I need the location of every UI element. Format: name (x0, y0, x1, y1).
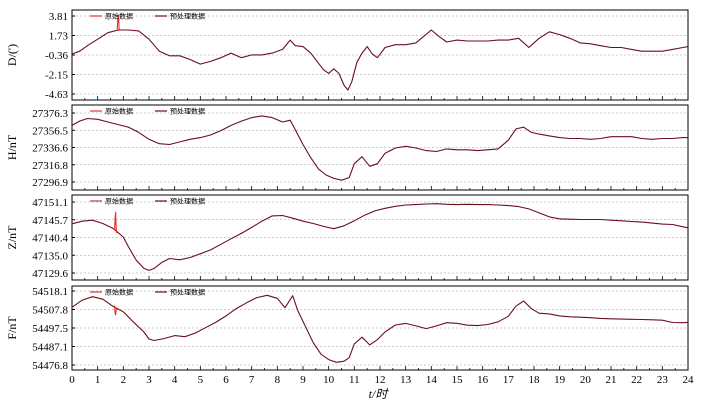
series-line (114, 305, 118, 316)
y-tick-label: 54507.8 (32, 305, 68, 317)
legend-label: 预处理数据 (170, 12, 205, 21)
y-tick-label: 27296.9 (32, 177, 68, 189)
x-tick-label: 16 (477, 374, 489, 386)
x-tick-label: 0 (69, 374, 75, 386)
x-tick-label: 22 (631, 374, 642, 386)
y-tick-label: 27316.8 (32, 160, 68, 172)
y-tick-label: -4.63 (45, 89, 68, 101)
x-tick-label: 9 (300, 374, 306, 386)
x-tick-label: 21 (606, 374, 617, 386)
series-line (116, 14, 120, 31)
y-tick-label: 54487.1 (32, 342, 68, 354)
y-tick-label: 27356.5 (32, 125, 68, 137)
x-tick-label: 11 (349, 374, 360, 386)
x-tick-label: 4 (172, 374, 178, 386)
y-tick-label: 54476.8 (32, 360, 68, 372)
y-axis-label: D/(') (5, 44, 19, 66)
x-axis-label: t/时 (369, 387, 390, 401)
x-tick-label: 2 (121, 374, 127, 386)
y-axis-label: F/nT (5, 316, 19, 340)
y-tick-label: 47135.0 (32, 250, 68, 262)
y-tick-label: 47140.4 (32, 233, 68, 245)
y-tick-label: 47151.1 (32, 197, 68, 209)
y-tick-label: -2.15 (45, 70, 68, 82)
series-line (71, 294, 689, 363)
y-tick-label: 3.81 (49, 11, 68, 23)
panel-4: 54518.1 54507.8 54497.5 54487.1 54476.8 F/nT 原… (5, 285, 695, 386)
legend-label: 原始数据 (105, 197, 133, 206)
x-tick-label: 3 (146, 374, 152, 386)
x-tick-label: 6 (223, 374, 229, 386)
x-tick-label: 8 (275, 374, 281, 386)
y-axis-label: H/nT (5, 134, 19, 160)
y-tick-label: 27376.3 (32, 108, 68, 120)
panel-3: 47151.1 47145.7 47140.4 47135.0 47129.6 Z/nT 原… (5, 194, 689, 281)
y-tick-label: 54497.5 (32, 323, 68, 335)
y-tick-label: 54518.1 (32, 286, 68, 298)
x-tick-label: 13 (400, 374, 412, 386)
series-line (114, 211, 118, 234)
series-line (71, 203, 689, 271)
legend-label: 预处理数据 (170, 107, 205, 116)
x-tick-label: 1 (95, 374, 101, 386)
y-tick-label: 27336.6 (32, 143, 68, 155)
x-tick-label: 18 (529, 374, 541, 386)
x-tick-label: 19 (554, 374, 566, 386)
x-tick-label: 10 (323, 374, 335, 386)
x-tick-label: 14 (426, 374, 438, 386)
panel-1: 3.81 1.73 -0.36 -2.15 -4.63 D/(') 原始数据 预处理数据 (5, 9, 689, 101)
legend-label: 原始数据 (105, 107, 133, 116)
x-tick-label: 24 (683, 374, 695, 386)
y-tick-label: 47129.6 (32, 268, 68, 280)
legend-label: 原始数据 (105, 12, 133, 21)
x-tick-label: 20 (580, 374, 592, 386)
x-tick-label: 5 (198, 374, 204, 386)
x-tick-label: 12 (375, 374, 386, 386)
x-tick-label: 23 (657, 374, 669, 386)
y-tick-label: 47145.7 (32, 215, 68, 227)
y-tick-label: -0.36 (45, 50, 68, 62)
series-line (71, 115, 688, 181)
y-tick-label: 1.73 (49, 31, 69, 43)
x-tick-label: 17 (503, 374, 515, 386)
series-line (71, 29, 689, 91)
y-axis-label: Z/nT (5, 225, 19, 250)
x-tick-label: 7 (249, 374, 255, 386)
legend-label: 原始数据 (105, 288, 133, 297)
x-tick-label: 15 (452, 374, 464, 386)
legend-label: 预处理数据 (170, 288, 205, 297)
legend-label: 预处理数据 (170, 197, 205, 206)
panel-2: 27376.3 27356.5 27336.6 27316.8 27296.9 H/nT 原… (5, 104, 689, 191)
